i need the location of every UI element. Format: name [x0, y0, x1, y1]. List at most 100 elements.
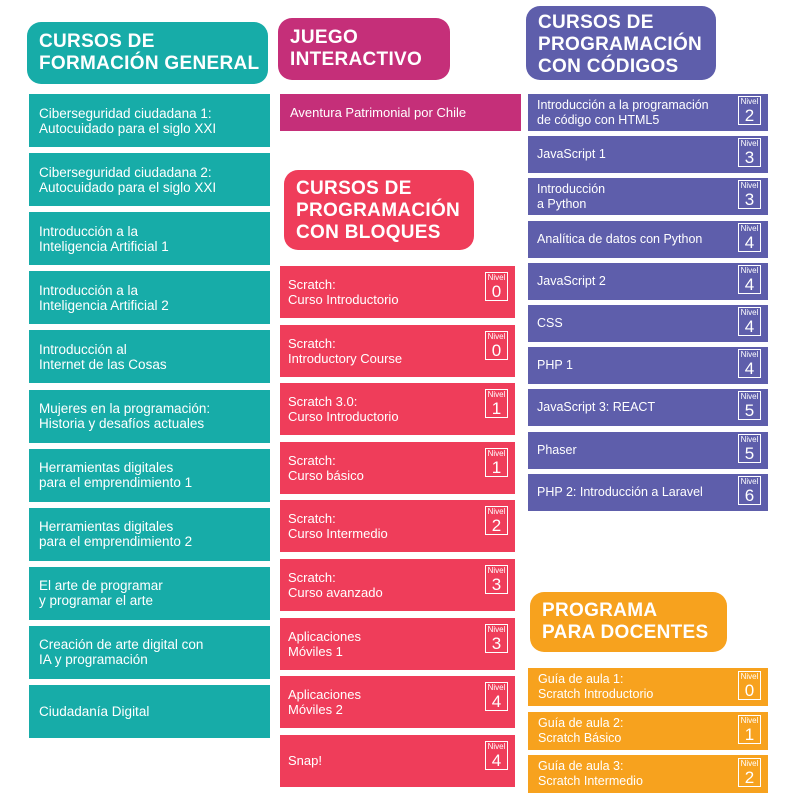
level-badge: Nivel 2 — [485, 506, 508, 536]
codigos-course-item[interactable]: PHP 1 Nivel 4 — [528, 347, 768, 385]
level-badge-number: 1 — [744, 724, 755, 744]
codigos-course-item[interactable]: JavaScript 3: REACT Nivel 5 — [528, 389, 768, 427]
level-badge: Nivel 3 — [738, 138, 761, 168]
level-badge: Nivel 1 — [738, 714, 761, 744]
bloques-course-item[interactable]: Scratch: Curso Intermedio Nivel 2 — [280, 500, 515, 553]
codigos-title-line-1: CURSOS DE — [538, 12, 654, 33]
level-badge: Nivel 3 — [738, 180, 761, 210]
docentes-course-item[interactable]: Guía de aula 2: Scratch Básico Nivel 1 — [528, 711, 768, 750]
level-badge-number: 0 — [491, 282, 502, 301]
bloques-course-item[interactable]: Aplicaciones Móviles 2 Nivel 4 — [280, 676, 515, 729]
codigos-course-item[interactable]: Introducción a Python Nivel 3 — [528, 178, 768, 216]
bloques-course-item[interactable]: Scratch: Introductory Course Nivel 0 — [280, 324, 515, 377]
docentes-title-line-2: PARA DOCENTES — [542, 622, 709, 643]
level-badge-label: Nivel — [740, 181, 759, 191]
level-badge-label: Nivel — [487, 331, 506, 341]
bloques-course-label-line-2: Móviles 2 — [288, 702, 343, 718]
codigos-course-label-line-1: JavaScript 2 — [537, 273, 606, 288]
bloques-course-item[interactable]: Aplicaciones Móviles 1 Nivel 3 — [280, 617, 515, 670]
general-course-label-line-1: Mujeres en la programación: — [39, 401, 211, 416]
bloques-course-label-line-1: Scratch: — [288, 335, 336, 351]
level-badge-number: 3 — [744, 190, 755, 210]
level-badge: Nivel 5 — [738, 433, 761, 463]
level-badge-label: Nivel — [487, 273, 506, 282]
general-course-item[interactable]: Introducción a la Inteligencia Artificial… — [29, 271, 270, 325]
codigos-course-label-line-1: PHP 1 — [537, 358, 573, 373]
level-badge-number: 4 — [491, 750, 502, 770]
general-course-label-line-2: para el emprendimiento 1 — [39, 475, 193, 491]
level-badge: Nivel 1 — [485, 389, 508, 419]
level-badge: Nivel 2 — [738, 96, 761, 125]
general-course-list: Ciberseguridad ciudadana 1: Autocuidado p… — [29, 94, 270, 738]
general-course-label-line-1: El arte de programar — [39, 578, 163, 594]
general-course-label-line-1: Ciberseguridad ciudadana 2: — [39, 164, 212, 180]
level-badge: Nivel 4 — [738, 349, 761, 379]
bloques-course-item[interactable]: Scratch 3.0: Curso Introductorio Nivel 1 — [280, 383, 515, 436]
general-course-item[interactable]: Ciberseguridad ciudadana 2: Autocuidado p… — [29, 153, 270, 207]
general-course-item[interactable]: Ciudadanía Digital — [29, 685, 270, 738]
docentes-course-label-line-1: Guía de aula 3: — [538, 759, 624, 773]
codigos-course-item[interactable]: Analítica de datos con Python Nivel 4 — [528, 220, 768, 258]
bloques-course-item[interactable]: Snap! Nivel 4 — [280, 734, 515, 787]
codigos-course-item[interactable]: Phaser Nivel 5 — [528, 431, 768, 469]
general-course-item[interactable]: Introducción a la Inteligencia Artificial… — [29, 212, 270, 266]
level-badge-label: Nivel — [487, 624, 506, 634]
bloques-course-label-line-1: Scratch 3.0: — [288, 394, 358, 410]
codigos-course-item[interactable]: Introducción a la programación de código … — [528, 94, 768, 131]
level-badge-label: Nivel — [487, 390, 506, 400]
general-course-item[interactable]: Herramientas digitales para el emprendimi… — [29, 507, 270, 561]
bloques-title-line-3: CON BLOQUES — [296, 222, 441, 243]
docentes-course-label-line-1: Guía de aula 2: — [538, 715, 624, 730]
level-badge-number: 1 — [491, 457, 502, 477]
bloques-course-item[interactable]: Scratch: Curso básico Nivel 1 — [280, 441, 515, 494]
general-course-label-line-2: IA y programación — [39, 652, 148, 668]
general-course-item[interactable]: Mujeres en la programación: Historia y de… — [29, 389, 270, 443]
level-badge-number: 4 — [744, 274, 755, 294]
docentes-course-label-line-2: Scratch Intermedio — [538, 774, 643, 788]
bloques-course-label-line-2: Curso Introductorio — [288, 409, 399, 425]
codigos-course-item[interactable]: CSS Nivel 4 — [528, 305, 768, 342]
general-title: CURSOS DE FORMACIÓN GENERAL — [27, 22, 268, 84]
general-course-item[interactable]: Introducción al Internet de las Cosas — [29, 330, 270, 384]
bloques-course-label-line-2: Curso básico — [288, 467, 364, 483]
level-badge: Nivel 3 — [485, 623, 508, 653]
bloques-course-item[interactable]: Scratch: Curso Introductorio Nivel 0 — [280, 266, 515, 318]
juego-title-line-1: JUEGO — [290, 27, 359, 48]
general-course-label-line-1: Introducción a la — [39, 282, 139, 298]
bloques-course-label-line-1: Scratch: — [288, 452, 336, 468]
level-badge-number: 4 — [744, 317, 755, 336]
level-badge-label: Nivel — [487, 741, 506, 751]
general-course-item[interactable]: Ciberseguridad ciudadana 1: Autocuidado p… — [29, 94, 270, 147]
general-course-label-line-1: Herramientas digitales — [39, 460, 174, 476]
juego-item[interactable]: Aventura Patrimonial por Chile — [280, 94, 521, 131]
general-course-item[interactable]: Herramientas digitales para el emprendimi… — [29, 448, 270, 502]
general-course-label-line-2: y programar el arte — [39, 593, 154, 609]
level-badge-label: Nivel — [740, 223, 759, 233]
codigos-course-item[interactable]: PHP 2: Introducción a Laravel Nivel 6 — [528, 473, 768, 511]
codigos-course-label-line-1: JavaScript 3: REACT — [537, 400, 656, 415]
general-course-item[interactable]: El arte de programar y programar el arte — [29, 566, 270, 620]
bloques-course-label-line-2: Curso avanzado — [288, 585, 383, 600]
juego-title-line-2: INTERACTIVO — [290, 49, 423, 70]
docentes-course-item[interactable]: Guía de aula 3: Scratch Intermedio Nivel 2 — [528, 755, 768, 793]
codigos-course-item[interactable]: JavaScript 2 Nivel 4 — [528, 262, 768, 300]
level-badge: Nivel 5 — [738, 391, 761, 421]
level-badge: Nivel 4 — [738, 307, 761, 336]
codigos-course-item[interactable]: JavaScript 1 Nivel 3 — [528, 136, 768, 174]
bloques-title-line-2: PROGRAMACIÓN — [296, 200, 461, 221]
level-badge-number: 2 — [744, 106, 755, 125]
general-title-line-1: CURSOS DE — [39, 31, 155, 52]
level-badge-label: Nivel — [740, 759, 759, 768]
bloques-course-item[interactable]: Scratch: Curso avanzado Nivel 3 — [280, 559, 515, 611]
level-badge-number: 6 — [744, 485, 755, 505]
level-badge-label: Nivel — [487, 566, 506, 575]
bloques-course-list: Scratch: Curso Introductorio Nivel 0 Scratch… — [280, 266, 515, 796]
codigos-course-label-line-1: CSS — [537, 316, 563, 330]
general-course-item[interactable]: Creación de arte digital con IA y program… — [29, 625, 270, 679]
docentes-course-item[interactable]: Guía de aula 1: Scratch Introductorio Nive… — [528, 668, 768, 706]
level-badge-number: 3 — [744, 148, 755, 168]
docentes-course-label-line-2: Scratch Introductorio — [538, 687, 654, 701]
level-badge-number: 1 — [491, 399, 502, 419]
level-badge-number: 5 — [744, 401, 755, 421]
level-badge: Nivel 4 — [738, 264, 761, 294]
